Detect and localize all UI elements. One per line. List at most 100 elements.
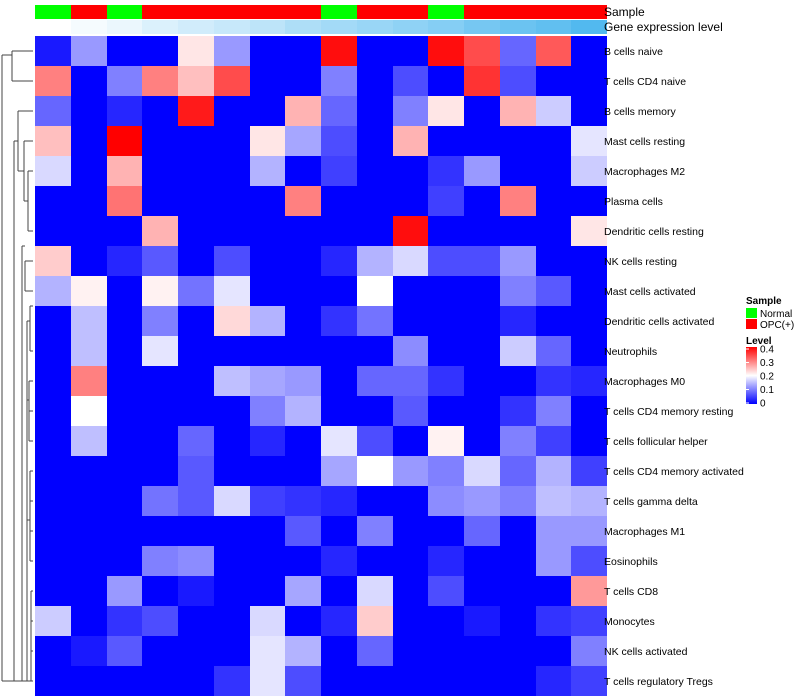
heatmap-cell [142,546,178,576]
heatmap-cell [35,606,71,636]
heatmap-cell [35,426,71,456]
heatmap-cell [357,216,393,246]
heatmap-cell [35,66,71,96]
heatmap-cell [71,306,107,336]
heatmap-cell [500,606,536,636]
heatmap-cell [35,546,71,576]
heatmap-cell [107,546,142,576]
heatmap-cell [464,36,500,66]
heatmap-cell [35,366,71,396]
heatmap-cell [500,36,536,66]
heatmap-cell [107,456,142,486]
heatmap-cell [250,366,285,396]
heatmap-cell [107,186,142,216]
legend-label-normal: Normal [760,309,792,320]
heatmap-cell [428,96,464,126]
heatmap-cell [178,486,214,516]
heatmap-cell [536,126,571,156]
heatmap-cell [142,666,178,696]
heatmap-cell [464,246,500,276]
row-label: Eosinophils [604,556,658,568]
heatmap-cell [536,336,571,366]
heatmap-cell [393,186,428,216]
heatmap-cell [500,576,536,606]
heatmap-cell [500,96,536,126]
heatmap-cell [536,546,571,576]
heatmap-cell [250,456,285,486]
heatmap-cell [393,486,428,516]
heatmap-cell [464,366,500,396]
heatmap-cell [393,126,428,156]
heatmap-cell [321,606,357,636]
heatmap-cell [464,396,500,426]
heatmap-cell [71,36,107,66]
row-label: Macrophages M2 [604,166,685,178]
heatmap-cell [321,486,357,516]
heatmap-cell [428,246,464,276]
heatmap-cell [464,126,500,156]
heatmap-cell [71,486,107,516]
sample-annotation-cell [142,5,178,19]
heatmap-cell [250,186,285,216]
heatmap-cell [178,66,214,96]
heatmap-cell [321,216,357,246]
heatmap-cell [357,156,393,186]
heatmap-cell [35,276,71,306]
heatmap-cell [142,426,178,456]
heatmap-cell [357,366,393,396]
heatmap-cell [357,126,393,156]
heatmap-cell [178,546,214,576]
heatmap-cell [178,366,214,396]
heatmap-cell [500,186,536,216]
heatmap-cell [71,186,107,216]
heatmap-cell [107,366,142,396]
heatmap-cell [357,186,393,216]
heatmap-cell [464,576,500,606]
legend-label-opc: OPC(+) [760,320,794,331]
heatmap-cell [285,36,321,66]
heatmap-cell [250,306,285,336]
heatmap-cell [250,276,285,306]
heatmap-cell [35,186,71,216]
heatmap-cell [178,276,214,306]
heatmap-cell [107,516,142,546]
heatmap-cell [464,156,500,186]
heatmap-cell [214,636,250,666]
expression-annotation-cell [142,20,178,34]
heatmap-cell [536,396,571,426]
annotation-label-gene-expression: Gene expression level [604,20,723,34]
heatmap-cell [571,666,607,696]
row-label: T cells follicular helper [604,436,708,448]
heatmap-cell [536,456,571,486]
sample-annotation-cell [214,5,250,19]
heatmap-cell [536,66,571,96]
heatmap-cell [393,216,428,246]
heatmap-cell [500,396,536,426]
heatmap-cell [71,276,107,306]
heatmap-cell [571,456,607,486]
heatmap-cell [178,246,214,276]
heatmap-cell [571,126,607,156]
heatmap-cell [464,186,500,216]
heatmap-cell [250,486,285,516]
row-label: T cells CD4 memory resting [604,406,733,418]
level-ticks: 0.4 0.3 0.2 0.1 0 [746,345,774,410]
row-labels: B cells naive T cells CD4 naive B cells me… [604,46,744,688]
heatmap-cell [35,36,71,66]
heatmap-cell [536,306,571,336]
heatmap-cell [357,306,393,336]
heatmap-cell [142,156,178,186]
heatmap-cell [536,486,571,516]
heatmap-cell [178,666,214,696]
heatmap-cell [464,606,500,636]
heatmap-cell [142,456,178,486]
heatmap-cell [107,396,142,426]
sample-annotation-cell [285,5,321,19]
heatmap-cell [178,216,214,246]
heatmap-cell [428,156,464,186]
expression-annotation-cell [536,20,571,34]
heatmap-cell [500,366,536,396]
level-legend: Level 0.4 0.3 0.2 0.1 0 [746,336,774,410]
heatmap-cell [142,246,178,276]
